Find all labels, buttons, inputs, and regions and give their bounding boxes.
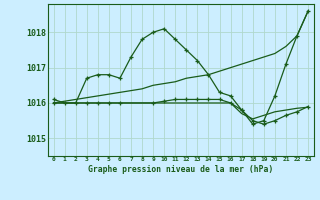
X-axis label: Graphe pression niveau de la mer (hPa): Graphe pression niveau de la mer (hPa) — [88, 165, 273, 174]
